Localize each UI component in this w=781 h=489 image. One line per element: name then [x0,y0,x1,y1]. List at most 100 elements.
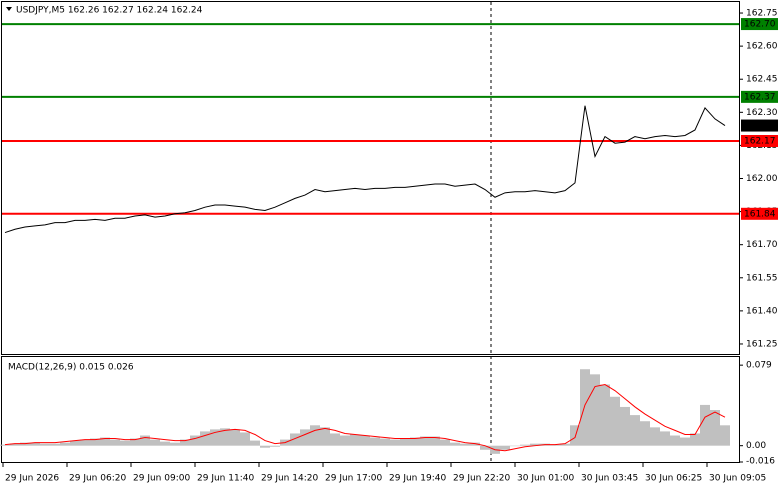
histogram-bar [120,440,130,446]
histogram-bar [660,431,670,446]
histogram-bar [190,435,200,446]
histogram-bar [620,406,630,446]
x-tick-label: 29 Jun 11:40 [197,474,254,484]
y-tick-label: 162.00 [746,174,778,184]
level-label: 162.17 [744,136,776,146]
x-tick-label: 29 Jun 14:20 [261,474,318,484]
histogram-bar [560,443,570,446]
level-label-box [741,134,778,147]
histogram-bar [140,435,150,446]
histogram-bar [380,438,390,446]
y-tick-label: 161.40 [746,306,778,316]
last-price-box [741,119,778,132]
histogram-bar [200,431,210,446]
histogram-bar [130,438,140,446]
histogram-bar [650,427,660,446]
y-tick-label: 162.45 [746,75,778,85]
histogram-bar [100,437,110,446]
histogram-bar [350,434,360,446]
histogram-bar [390,439,400,446]
histogram-bar [580,369,590,446]
histogram-bar [80,439,90,446]
histogram-bar [20,442,30,446]
histogram-bar [550,444,560,446]
x-tick-label: 29 Jun 2026 [5,474,59,484]
histogram-bar [530,443,540,446]
histogram-bar [480,445,490,450]
level-label-box [741,207,778,220]
price-line [4,105,726,234]
menu-arrow [6,7,12,11]
histogram-bar [570,425,580,446]
x-tick-label: 29 Jun 22:20 [453,474,510,484]
histogram-bar [700,404,710,446]
histogram-bar [410,437,420,446]
x-tick-label: 30 Jun 06:25 [645,474,702,484]
histogram-bar [520,444,530,446]
histogram-bar [220,428,230,446]
histogram-bar [270,445,280,447]
histogram-bar [30,442,40,446]
histogram-bar [10,443,20,446]
level-label-box [741,90,778,103]
last-price-label: 162.24 [744,121,776,131]
histogram-bar [450,442,460,446]
macd-panel [1,356,740,463]
histogram-bar [600,384,610,446]
x-tick-label: 29 Jun 06:20 [69,474,126,484]
histogram-bar [50,443,60,446]
histogram-bar [370,437,380,446]
histogram-bar [610,396,620,446]
histogram-bar [680,437,690,446]
histogram-bar [400,438,410,446]
histogram-bar [440,439,450,446]
histogram-bar [250,440,260,446]
y-tick-label: 162.30 [746,108,778,118]
histogram-bar [260,445,270,448]
histogram-bar [70,440,80,446]
x-tick-label: 29 Jun 09:00 [133,474,190,484]
histogram-bar [320,427,330,446]
histogram-bar [640,421,650,446]
histogram-bar [40,443,50,446]
histogram-bar [500,445,510,450]
histogram-bar [290,433,300,446]
histogram-bar [670,435,680,446]
histogram-bar [110,439,120,446]
signal-line [4,383,726,452]
level-label: 161.84 [744,209,776,219]
histogram-bar [720,425,730,446]
histogram-bar [230,429,240,446]
histogram-bar [60,442,70,446]
histogram-bar [420,436,430,446]
histogram-bar [160,441,170,446]
histogram-bar [210,429,220,446]
y-tick-label: 162.60 [746,42,778,52]
x-tick-label: 30 Jun 01:00 [517,474,574,484]
x-tick-label: 29 Jun 19:40 [389,474,446,484]
chart-title: USDJPY,M5 162.26 162.27 162.24 162.24 [16,6,203,16]
histogram-bar [300,429,310,446]
histogram-bar [0,444,10,446]
histogram-bar [430,436,440,446]
histogram-bar [310,425,320,446]
level-label: 162.37 [744,92,776,102]
y-tick-label: 0.079 [746,361,772,371]
histogram-bar [510,445,520,447]
histogram-bar [590,374,600,446]
x-tick-label: 29 Jun 17:00 [325,474,382,484]
histogram-bar [710,410,720,446]
y-tick-label: 161.55 [746,273,778,283]
histogram-bar [460,443,470,446]
histogram-bar [630,415,640,446]
x-tick-label: 30 Jun 09:05 [709,474,766,484]
macd-title: MACD(12,26,9) 0.015 0.026 [8,363,134,373]
histogram-bar [330,433,340,446]
histogram-bar [340,435,350,446]
level-label-box [741,18,778,31]
histogram-bar [90,438,100,446]
level-label: 162.70 [744,20,776,30]
